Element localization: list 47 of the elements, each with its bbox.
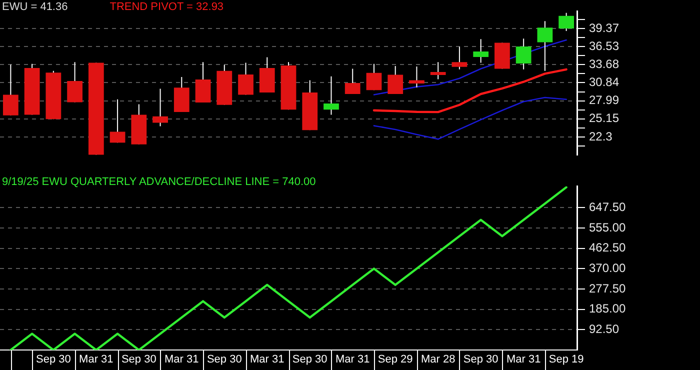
candlestick [152, 88, 168, 127]
candlestick [110, 98, 126, 144]
y-tick-label: 36.53 [589, 38, 620, 53]
y-tick-label: 33.68 [589, 56, 620, 71]
candlestick [2, 64, 18, 116]
y-tick-label: 277.50 [589, 281, 626, 296]
y-tick-label: 27.99 [589, 93, 620, 108]
y-tick-label: 25.15 [589, 111, 620, 126]
candlestick [238, 62, 254, 96]
candlestick [537, 20, 553, 72]
x-tick-label: Mar 31 [79, 354, 114, 366]
x-tick-label: Sep 30 [206, 354, 242, 366]
x-tick-label: Sep 30 [292, 354, 328, 366]
y-tick-label: 39.37 [589, 20, 620, 35]
x-tick-label: Mar 31 [250, 354, 284, 366]
candlestick [409, 66, 424, 88]
x-tick-label: Sep 30 [121, 354, 156, 366]
x-tick-label: Mar 31 [164, 354, 199, 366]
y-tick-label: 647.50 [589, 200, 626, 214]
text: 9/19/25 EWU QUARTERLY ADVANCE/DECLINE LINE = 740.00 [2, 176, 316, 188]
y-tick-label: 22.3 [589, 129, 613, 144]
x-tick-label: Mar 31 [335, 354, 370, 366]
x-tick-label: Mar 31 [506, 354, 541, 366]
x-tick-label: Sep 29 [378, 354, 413, 366]
y-tick-label: 462.50 [589, 240, 626, 255]
x-tick-label: Sep 30 [36, 354, 71, 366]
y-tick-label: 30.84 [589, 75, 620, 89]
x-tick-label: Mar 28 [420, 354, 456, 366]
y-tick-label: 185.00 [589, 302, 626, 316]
x-tick-label: Sep 30 [463, 354, 498, 366]
candlestick [473, 38, 489, 64]
y-tick-label: 370.00 [589, 260, 626, 275]
candlestick [195, 62, 211, 103]
y-tick-label: 92.50 [589, 322, 620, 336]
candlestick [516, 38, 532, 70]
chart-title: EWU = 41.36 [2, 1, 68, 13]
candlestick [366, 63, 382, 91]
text: TREND PIVOT = 32.93 [110, 1, 224, 13]
candlestick [430, 62, 446, 80]
x-tick-label: Sep 19 [548, 354, 584, 366]
candlestick [388, 66, 404, 94]
y-tick-label: 555.00 [589, 220, 626, 234]
candlestick [558, 12, 574, 32]
candlestick [344, 68, 360, 94]
candlestick [452, 46, 468, 70]
candlestick [67, 62, 82, 103]
candlestick [324, 76, 339, 116]
